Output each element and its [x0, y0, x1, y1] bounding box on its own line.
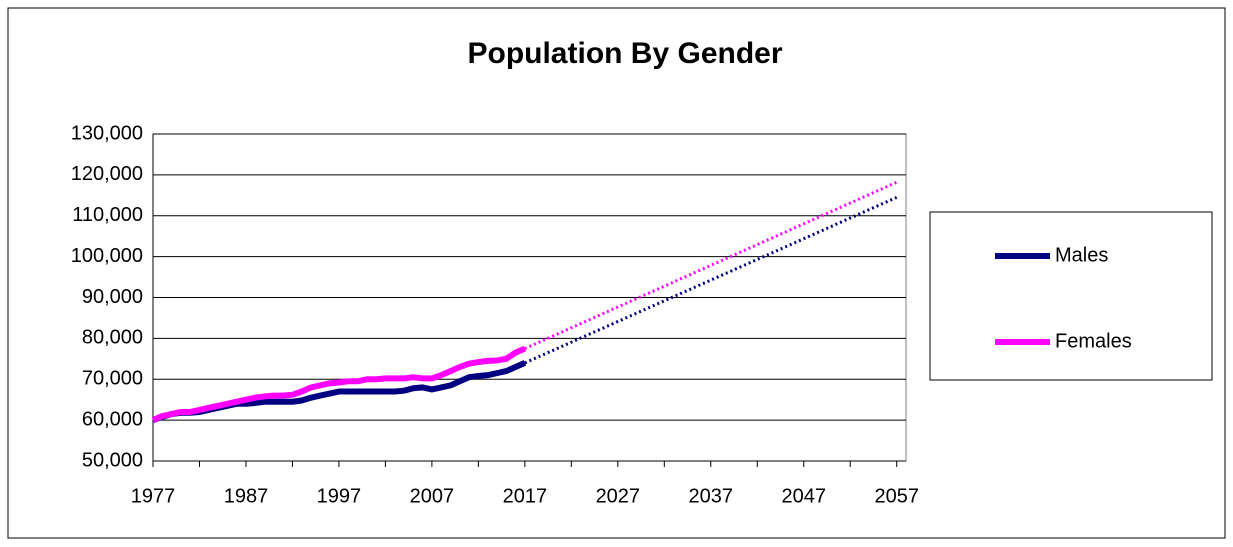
y-tick-label: 120,000	[71, 163, 143, 185]
x-tick-label: 2027	[596, 485, 641, 507]
x-tick-label: 1997	[317, 485, 362, 507]
y-tick-label: 70,000	[82, 368, 143, 390]
x-tick-label: 1977	[131, 485, 176, 507]
x-tick-label: 1987	[224, 485, 269, 507]
x-tick-label: 2047	[781, 485, 826, 507]
x-tick-label: 2017	[503, 485, 548, 507]
x-tick-label: 2007	[410, 485, 455, 507]
y-tick-label: 80,000	[82, 327, 143, 349]
y-tick-label: 50,000	[82, 449, 143, 471]
y-tick-label: 90,000	[82, 286, 143, 308]
chart-title: Population By Gender	[467, 37, 782, 70]
legend-label: Males	[1055, 244, 1108, 266]
series-line	[151, 345, 527, 423]
legend-box	[929, 211, 1213, 381]
x-tick-label: 2037	[689, 485, 734, 507]
legend-label: Females	[1055, 330, 1132, 352]
y-tick-label: 130,000	[71, 122, 143, 144]
y-tick-label: 100,000	[71, 245, 143, 267]
x-tick-label: 2057	[874, 485, 919, 507]
y-tick-label: 110,000	[72, 204, 143, 226]
y-tick-label: 60,000	[82, 408, 143, 430]
